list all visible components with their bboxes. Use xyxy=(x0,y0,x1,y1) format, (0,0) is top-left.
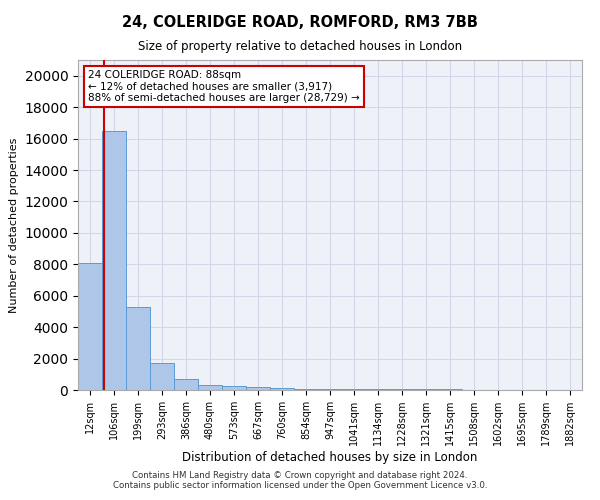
Bar xyxy=(318,388,342,390)
Bar xyxy=(390,389,414,390)
Bar xyxy=(294,388,318,390)
Text: Contains HM Land Registry data © Crown copyright and database right 2024.
Contai: Contains HM Land Registry data © Crown c… xyxy=(113,470,487,490)
Bar xyxy=(150,362,174,390)
Text: 24, COLERIDGE ROAD, ROMFORD, RM3 7BB: 24, COLERIDGE ROAD, ROMFORD, RM3 7BB xyxy=(122,15,478,30)
Bar xyxy=(222,386,246,390)
Bar xyxy=(78,262,102,390)
Bar xyxy=(126,306,150,390)
Bar xyxy=(102,130,126,390)
Bar xyxy=(270,388,294,390)
Bar xyxy=(342,389,366,390)
Bar xyxy=(198,384,222,390)
X-axis label: Distribution of detached houses by size in London: Distribution of detached houses by size … xyxy=(182,451,478,464)
Text: 24 COLERIDGE ROAD: 88sqm
← 12% of detached houses are smaller (3,917)
88% of sem: 24 COLERIDGE ROAD: 88sqm ← 12% of detach… xyxy=(88,70,360,103)
Y-axis label: Number of detached properties: Number of detached properties xyxy=(9,138,19,312)
Bar xyxy=(246,388,270,390)
Text: Size of property relative to detached houses in London: Size of property relative to detached ho… xyxy=(138,40,462,53)
Bar xyxy=(174,379,198,390)
Bar xyxy=(366,389,390,390)
